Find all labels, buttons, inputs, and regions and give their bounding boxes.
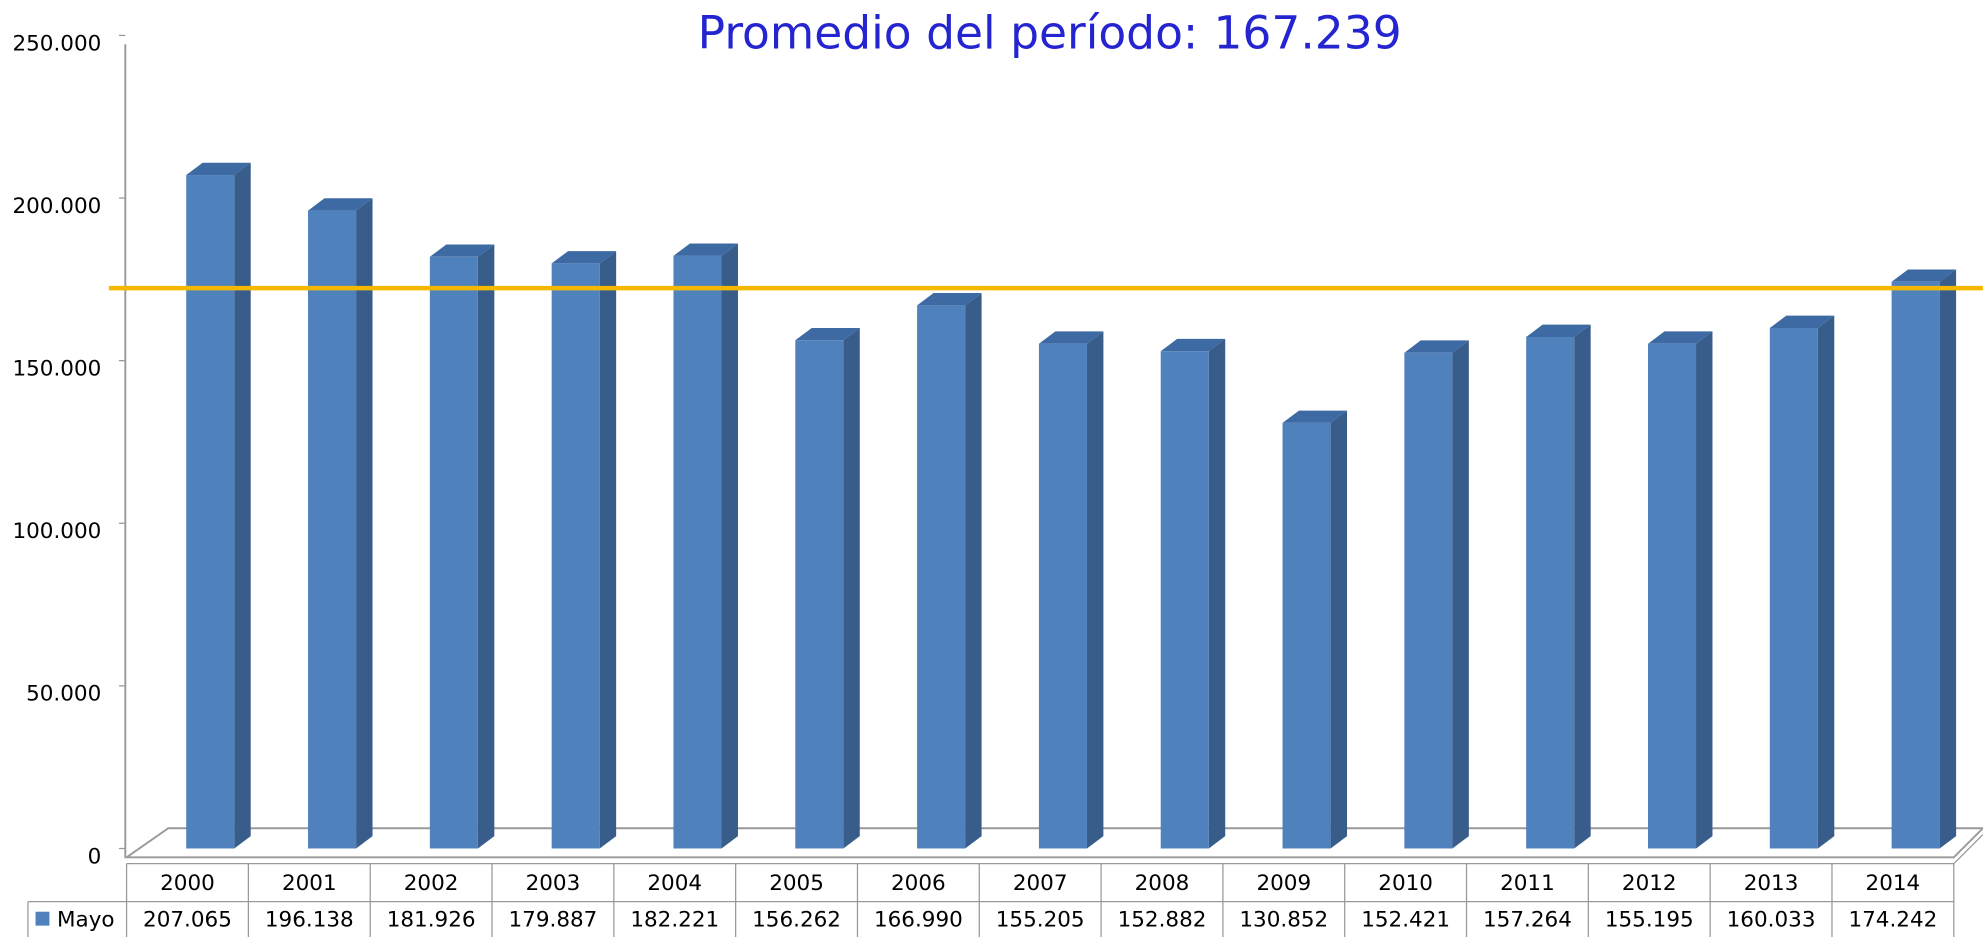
bar-top <box>1526 324 1591 338</box>
bar-side <box>234 162 251 849</box>
table-value: 196.138 <box>265 908 354 933</box>
average-label: 167.239 <box>1213 6 1401 59</box>
table-value: 166.990 <box>874 908 963 933</box>
bar <box>795 340 844 849</box>
x-tick-label: 2007 <box>1013 871 1068 896</box>
bar-top <box>1404 340 1469 353</box>
bar-top <box>429 244 495 257</box>
bar <box>551 263 600 849</box>
bar-side <box>965 293 982 849</box>
x-tick-label: 2002 <box>404 871 459 896</box>
bar-side <box>599 251 617 849</box>
y-tick-label: 100.000 <box>12 519 101 544</box>
y-tick-label: 0 <box>88 844 102 869</box>
bar <box>1282 422 1331 849</box>
table-value: 160.033 <box>1727 908 1816 933</box>
x-tick-label: 2014 <box>1866 871 1921 896</box>
floor-edge <box>1953 834 1983 865</box>
bar-side <box>843 327 860 849</box>
bar-side <box>1086 331 1104 849</box>
bar <box>1647 343 1697 849</box>
y-tick-label: 50.000 <box>26 682 101 707</box>
bar-top <box>308 198 373 211</box>
y-tick-label: 150.000 <box>12 356 101 381</box>
bar <box>429 256 478 849</box>
table-value: 179.887 <box>509 908 598 933</box>
y-tick-label: 200.000 <box>12 194 101 219</box>
bar-top <box>1647 331 1713 344</box>
bar-side <box>477 244 495 849</box>
x-tick-label: 2005 <box>769 871 824 896</box>
bar-top <box>1769 315 1835 329</box>
bar-top <box>1282 410 1348 423</box>
table-value: 152.421 <box>1361 908 1450 933</box>
bar-top <box>795 327 860 341</box>
bar <box>1404 352 1453 849</box>
table-value: 152.882 <box>1118 908 1207 933</box>
x-tick-label: 2011 <box>1500 871 1555 896</box>
bar-side <box>1208 338 1226 849</box>
x-tick-label: 2008 <box>1135 871 1190 896</box>
bar-side <box>1817 315 1835 849</box>
table-value: 174.242 <box>1848 908 1937 933</box>
table-value: 155.205 <box>996 908 1085 933</box>
table-value: 182.221 <box>630 908 719 933</box>
bar-side <box>721 243 738 849</box>
legend-label: Mayo <box>57 908 115 933</box>
bar-side <box>1696 331 1713 849</box>
bar-top <box>1160 338 1226 352</box>
x-tick-label: 2001 <box>282 871 337 896</box>
x-tick-label: 2012 <box>1622 871 1677 896</box>
bar <box>673 255 722 849</box>
table-value: 155.195 <box>1605 908 1694 933</box>
x-tick-label: 2009 <box>1256 871 1311 896</box>
bar-side <box>1939 269 1957 849</box>
bar-top <box>673 243 738 256</box>
bar-top <box>551 251 617 264</box>
bar-top <box>1891 269 1957 282</box>
bar-top <box>917 293 982 306</box>
bar <box>1769 328 1818 849</box>
legend-swatch <box>35 911 50 926</box>
bar-top <box>1038 331 1104 344</box>
bar-top <box>186 162 251 176</box>
chart-title: Promedio del período: 167.239 <box>698 6 1402 59</box>
table-value: 157.264 <box>1483 908 1572 933</box>
title-text: Promedio del período: <box>698 6 1199 59</box>
table-value: 207.065 <box>143 908 232 933</box>
x-tick-label: 2006 <box>891 871 946 896</box>
x-tick-label: 2000 <box>160 871 215 896</box>
table-value: 181.926 <box>387 908 476 933</box>
bar <box>186 175 235 849</box>
bar <box>1038 343 1087 849</box>
x-tick-label: 2010 <box>1378 871 1433 896</box>
bar <box>308 210 357 849</box>
table-value: 156.262 <box>752 908 841 933</box>
table-value: 130.852 <box>1239 908 1328 933</box>
x-tick-label: 2013 <box>1744 871 1799 896</box>
bar <box>1526 337 1575 849</box>
bar-side <box>1452 340 1469 849</box>
y-tick-label: 250.000 <box>12 31 101 56</box>
bar-side <box>1330 410 1348 849</box>
bar <box>1160 351 1209 849</box>
bar <box>1891 281 1940 849</box>
bar-side <box>1574 324 1591 849</box>
x-tick-label: 2003 <box>526 871 581 896</box>
bar <box>917 305 966 849</box>
x-tick-label: 2004 <box>647 871 702 896</box>
bar-side <box>356 198 373 849</box>
